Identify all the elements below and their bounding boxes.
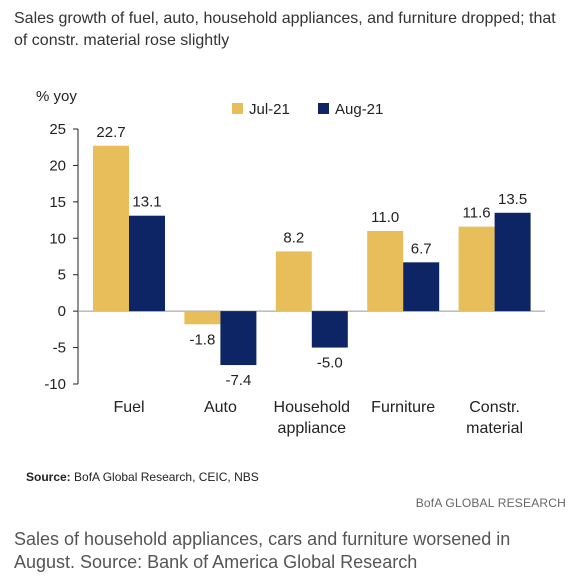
y-tick-label: 15 <box>49 194 66 211</box>
source-text: BofA Global Research, CEIC, NBS <box>70 470 259 484</box>
y-tick-label: -10 <box>44 376 66 393</box>
legend-swatch <box>318 103 329 114</box>
bar-aug-21 <box>311 311 348 348</box>
x-category-label: appliance <box>278 420 347 437</box>
data-label: 22.7 <box>96 124 125 141</box>
data-label: -7.4 <box>225 372 251 389</box>
y-tick-label: 0 <box>58 303 66 320</box>
bar-aug-21 <box>494 212 531 312</box>
x-category-label: Auto <box>204 399 237 416</box>
chart-axes: 25 20 15 10 5 0 -5 -10 % yoy Fuel Auto Household app… <box>36 88 545 437</box>
y-tick-label: 20 <box>49 157 66 174</box>
y-axis-label: % yoy <box>36 88 77 105</box>
bar-jul-21 <box>367 231 404 312</box>
chart-legend: Jul-21 Aug-21 <box>232 101 383 118</box>
chart-data-labels: 22.7 13.1 -1.8 -7.4 8.2 -5.0 11.0 6.7 11.6 13.5 <box>96 124 527 389</box>
bar-jul-21 <box>93 145 129 312</box>
data-label: 8.2 <box>283 229 304 246</box>
bar-aug-21 <box>220 311 257 366</box>
data-label: 13.5 <box>498 191 527 208</box>
legend-label: Jul-21 <box>249 101 290 118</box>
bar-jul-21 <box>184 311 221 325</box>
y-tick-label: 25 <box>49 121 66 138</box>
legend-swatch <box>232 103 243 114</box>
y-tick-label: 5 <box>58 267 66 284</box>
x-category-label: Furniture <box>371 399 435 416</box>
data-label: 11.0 <box>371 209 399 226</box>
y-tick-label: -5 <box>53 340 66 357</box>
bar-jul-21 <box>458 226 495 312</box>
image-caption: Sales of household appliances, cars and … <box>14 529 511 572</box>
bar-jul-21 <box>275 251 312 312</box>
bar-aug-21 <box>129 215 165 312</box>
data-label: -5.0 <box>317 355 343 372</box>
source-note: Source: BofA Global Research, CEIC, NBS <box>26 470 259 484</box>
brand-label: BofA GLOBAL RESEARCH <box>415 496 566 510</box>
bar-aug-21 <box>403 262 440 312</box>
data-label: 11.6 <box>463 205 491 222</box>
x-category-label: Household <box>274 399 351 416</box>
chart-title: Sales growth of fuel, auto, household ap… <box>14 10 556 49</box>
source-label: Source: <box>26 470 71 484</box>
data-label: -1.8 <box>189 331 215 348</box>
data-label: 6.7 <box>411 240 432 257</box>
x-category-label: Fuel <box>113 399 144 416</box>
x-category-label: Constr. <box>469 399 520 416</box>
bar-chart: 25 20 15 10 5 0 -5 -10 % yoy Fuel Auto Household app… <box>36 88 545 437</box>
x-category-label: material <box>466 420 523 437</box>
legend-label: Aug-21 <box>335 101 383 118</box>
chart-bars <box>93 145 531 366</box>
data-label: 13.1 <box>132 194 161 211</box>
y-tick-label: 10 <box>49 230 66 247</box>
